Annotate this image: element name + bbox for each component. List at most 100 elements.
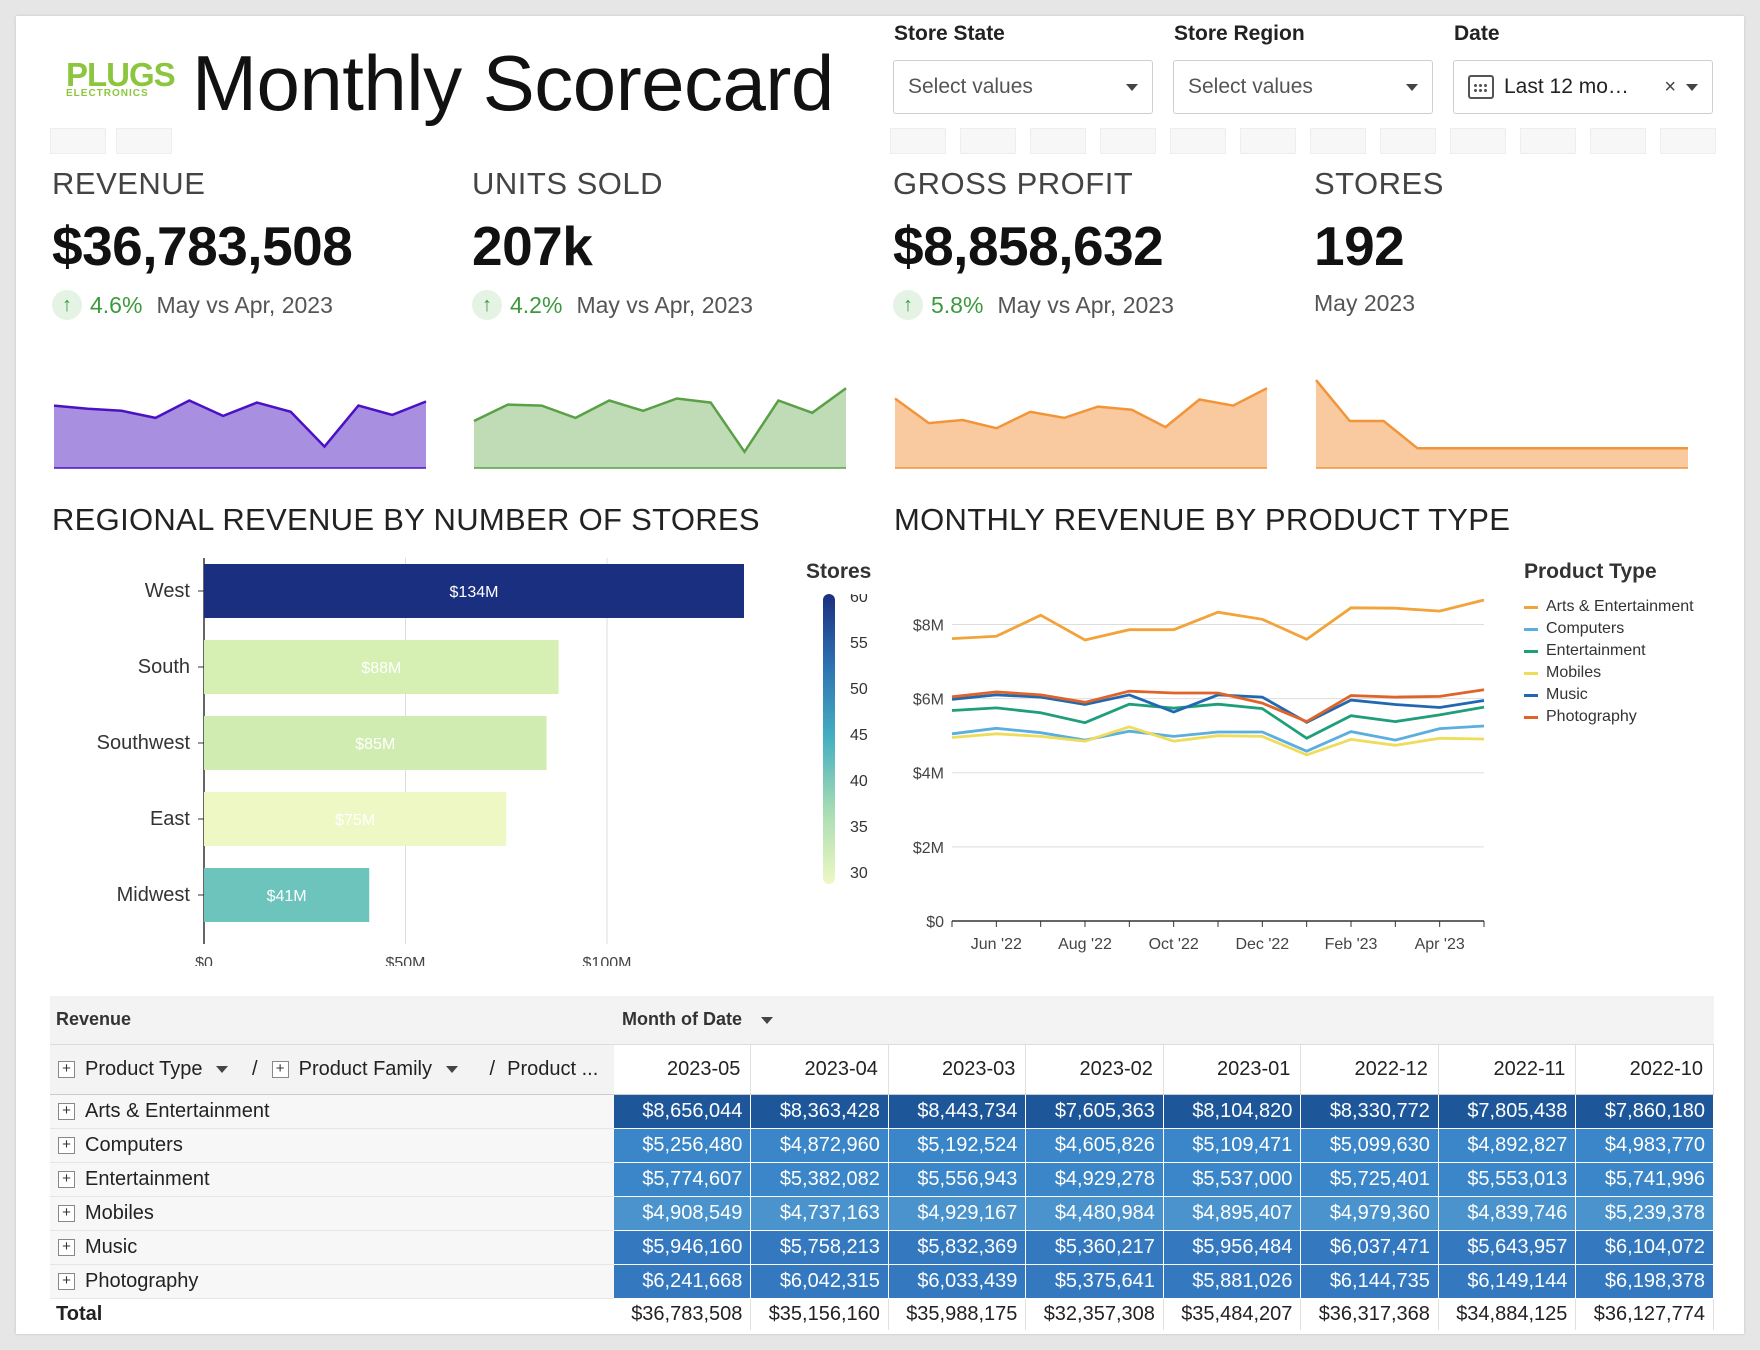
- revenue-cell[interactable]: $5,360,217: [1025, 1230, 1164, 1265]
- month-column-header[interactable]: 2023-01: [1163, 1044, 1302, 1095]
- bar[interactable]: [204, 868, 370, 922]
- legend-item[interactable]: Music: [1524, 686, 1588, 704]
- clear-icon[interactable]: ×: [1664, 75, 1676, 98]
- month-column-header[interactable]: 2022-11: [1438, 1044, 1577, 1095]
- revenue-cell[interactable]: $6,033,439: [888, 1264, 1027, 1299]
- placeholder-control[interactable]: [1030, 128, 1086, 154]
- series-line[interactable]: [951, 724, 1485, 753]
- group-col-product-family[interactable]: Product Family: [298, 1057, 432, 1080]
- placeholder-control[interactable]: [890, 128, 946, 154]
- month-column-header[interactable]: 2022-10: [1575, 1044, 1714, 1095]
- revenue-cell[interactable]: $6,042,315: [750, 1264, 889, 1299]
- series-line[interactable]: [951, 725, 1485, 757]
- series-line[interactable]: [951, 693, 1485, 724]
- date-range-select[interactable]: Last 12 mo… ×: [1453, 60, 1713, 114]
- month-column-header[interactable]: 2023-03: [888, 1044, 1027, 1095]
- revenue-cell[interactable]: $5,956,484: [1163, 1230, 1302, 1265]
- bar[interactable]: [204, 564, 744, 618]
- legend-item[interactable]: Mobiles: [1524, 664, 1601, 682]
- placeholder-control[interactable]: [1240, 128, 1296, 154]
- legend-item[interactable]: Arts & Entertainment: [1524, 598, 1694, 616]
- placeholder-control[interactable]: [1660, 128, 1716, 154]
- revenue-cell[interactable]: $4,979,360: [1300, 1196, 1439, 1231]
- bar[interactable]: [204, 716, 547, 770]
- revenue-cell[interactable]: $5,741,996: [1575, 1162, 1714, 1197]
- placeholder-control[interactable]: [1310, 128, 1366, 154]
- placeholder-control[interactable]: [960, 128, 1016, 154]
- revenue-cell[interactable]: $4,892,827: [1438, 1128, 1577, 1163]
- expand-icon[interactable]: +: [58, 1102, 75, 1120]
- revenue-cell[interactable]: $4,908,549: [614, 1196, 752, 1231]
- revenue-cell[interactable]: $4,605,826: [1025, 1128, 1164, 1163]
- revenue-cell[interactable]: $4,480,984: [1025, 1196, 1164, 1231]
- revenue-cell[interactable]: $4,839,746: [1438, 1196, 1577, 1231]
- placeholder-control[interactable]: [1520, 128, 1576, 154]
- legend-item[interactable]: Photography: [1524, 708, 1637, 726]
- revenue-cell[interactable]: $7,860,180: [1575, 1094, 1714, 1129]
- group-col-product[interactable]: Product ...: [507, 1057, 599, 1080]
- placeholder-control[interactable]: [1590, 128, 1646, 154]
- revenue-cell[interactable]: $7,805,438: [1438, 1094, 1577, 1129]
- revenue-cell[interactable]: $6,144,735: [1300, 1264, 1439, 1299]
- series-line[interactable]: [951, 702, 1485, 740]
- revenue-cell[interactable]: $8,104,820: [1163, 1094, 1302, 1129]
- expand-icon[interactable]: +: [58, 1060, 75, 1078]
- revenue-cell[interactable]: $5,537,000: [1163, 1162, 1302, 1197]
- revenue-cell[interactable]: $5,109,471: [1163, 1128, 1302, 1163]
- group-col-product-type[interactable]: Product Type: [85, 1057, 203, 1080]
- revenue-cell[interactable]: $8,363,428: [750, 1094, 889, 1129]
- store-region-select[interactable]: Select values: [1173, 60, 1433, 114]
- revenue-cell[interactable]: $5,758,213: [750, 1230, 889, 1265]
- revenue-cell[interactable]: $5,946,160: [614, 1230, 752, 1265]
- revenue-cell[interactable]: $4,872,960: [750, 1128, 889, 1163]
- chevron-down-icon[interactable]: [445, 1065, 458, 1073]
- placeholder-control[interactable]: [1170, 128, 1226, 154]
- revenue-cell[interactable]: $4,929,167: [888, 1196, 1027, 1231]
- expand-icon[interactable]: +: [58, 1204, 75, 1222]
- expand-icon[interactable]: +: [58, 1136, 75, 1154]
- revenue-cell[interactable]: $5,239,378: [1575, 1196, 1714, 1231]
- chevron-down-icon[interactable]: [216, 1065, 229, 1073]
- revenue-cell[interactable]: $4,737,163: [750, 1196, 889, 1231]
- revenue-cell[interactable]: $5,832,369: [888, 1230, 1027, 1265]
- month-column-header[interactable]: 2023-02: [1025, 1044, 1164, 1095]
- expand-icon[interactable]: +: [58, 1238, 75, 1256]
- series-line[interactable]: [951, 688, 1485, 724]
- placeholder-control[interactable]: [1450, 128, 1506, 154]
- revenue-cell[interactable]: $4,895,407: [1163, 1196, 1302, 1231]
- revenue-cell[interactable]: $5,553,013: [1438, 1162, 1577, 1197]
- legend-item[interactable]: Entertainment: [1524, 642, 1646, 660]
- revenue-cell[interactable]: $6,037,471: [1300, 1230, 1439, 1265]
- revenue-cell[interactable]: $5,556,943: [888, 1162, 1027, 1197]
- revenue-cell[interactable]: $5,725,401: [1300, 1162, 1439, 1197]
- month-column-header[interactable]: 2023-05: [614, 1044, 752, 1095]
- month-column-header[interactable]: 2022-12: [1300, 1044, 1439, 1095]
- placeholder-control[interactable]: [50, 128, 106, 154]
- series-line[interactable]: [951, 598, 1485, 642]
- chevron-down-icon[interactable]: [761, 1017, 773, 1024]
- revenue-cell[interactable]: $5,774,607: [614, 1162, 752, 1197]
- revenue-cell[interactable]: $5,382,082: [750, 1162, 889, 1197]
- revenue-cell[interactable]: $5,192,524: [888, 1128, 1027, 1163]
- placeholder-control[interactable]: [116, 128, 172, 154]
- revenue-cell[interactable]: $8,656,044: [614, 1094, 752, 1129]
- expand-icon[interactable]: +: [58, 1272, 75, 1290]
- revenue-cell[interactable]: $8,443,734: [888, 1094, 1027, 1129]
- bar[interactable]: [204, 792, 507, 846]
- revenue-cell[interactable]: $6,198,378: [1575, 1264, 1714, 1299]
- month-of-date-header[interactable]: Month of Date: [614, 996, 1714, 1045]
- revenue-cell[interactable]: $6,241,668: [614, 1264, 752, 1299]
- expand-icon[interactable]: +: [58, 1170, 75, 1188]
- expand-icon[interactable]: +: [271, 1060, 289, 1078]
- revenue-cell[interactable]: $5,256,480: [614, 1128, 752, 1163]
- store-state-select[interactable]: Select values: [893, 60, 1153, 114]
- placeholder-control[interactable]: [1380, 128, 1436, 154]
- revenue-cell[interactable]: $5,375,641: [1025, 1264, 1164, 1299]
- revenue-cell[interactable]: $5,881,026: [1163, 1264, 1302, 1299]
- placeholder-control[interactable]: [1100, 128, 1156, 154]
- revenue-cell[interactable]: $5,643,957: [1438, 1230, 1577, 1265]
- legend-item[interactable]: Computers: [1524, 620, 1624, 638]
- month-column-header[interactable]: 2023-04: [750, 1044, 889, 1095]
- revenue-cell[interactable]: $6,149,144: [1438, 1264, 1577, 1299]
- revenue-cell[interactable]: $8,330,772: [1300, 1094, 1439, 1129]
